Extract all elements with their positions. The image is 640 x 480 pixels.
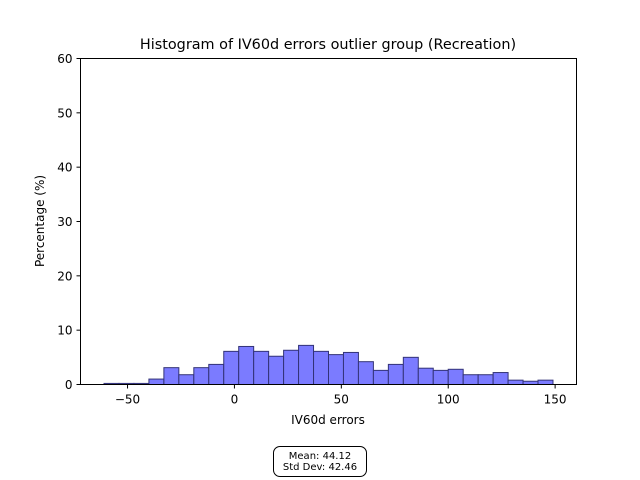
x-tick-label: 0 [231,393,239,407]
mean-label: Mean: 44.12 [288,451,352,462]
histogram-bar [507,379,524,385]
y-tick-label: 20 [57,269,72,283]
histogram-bar [417,367,434,386]
histogram-bar [148,378,165,386]
histogram-bar [328,354,344,386]
y-axis-label: Percentage (%) [33,175,47,267]
chart-title: Histogram of IV60d errors outlier group … [140,37,516,53]
x-tick-label: 50 [334,393,349,407]
histogram-bar [342,351,359,385]
histogram-bar [387,363,404,385]
histogram-bar [178,374,195,386]
histogram-bar [402,356,419,386]
x-axis-label: IV60d errors [291,413,365,427]
histogram-bar [537,379,554,385]
histogram-bar [253,350,270,385]
histogram-bar [268,355,285,386]
stats-box: Mean: 44.12 Std Dev: 42.46 [273,446,367,477]
histogram-bar [238,345,255,386]
histogram-bar [357,361,374,385]
y-tick-label: 60 [57,52,72,66]
histogram-bar [492,372,509,385]
histogram-bar [432,369,449,385]
plot-frame [80,58,577,385]
y-tick-label: 0 [65,378,73,392]
x-tick-label: −50 [115,393,140,407]
x-tick-label: 100 [437,393,460,407]
histogram-bar [163,367,180,386]
y-tick-label: 10 [57,324,72,338]
histogram-bar [283,349,300,385]
histogram-bar [298,344,315,386]
histogram-bar [447,368,464,385]
histogram-bar [223,350,240,385]
std-dev-label: Std Dev: 42.46 [282,462,358,473]
x-tick-label: 150 [544,393,567,407]
histogram-bar [462,374,479,386]
y-tick-label: 30 [57,215,72,229]
histogram-bar [193,367,210,386]
y-tick-label: 50 [57,106,72,120]
histogram-bar [208,363,225,385]
histogram-bar [313,350,330,385]
histogram-bar [477,374,494,386]
histogram-bar [372,369,389,385]
y-tick-label: 40 [57,161,72,175]
